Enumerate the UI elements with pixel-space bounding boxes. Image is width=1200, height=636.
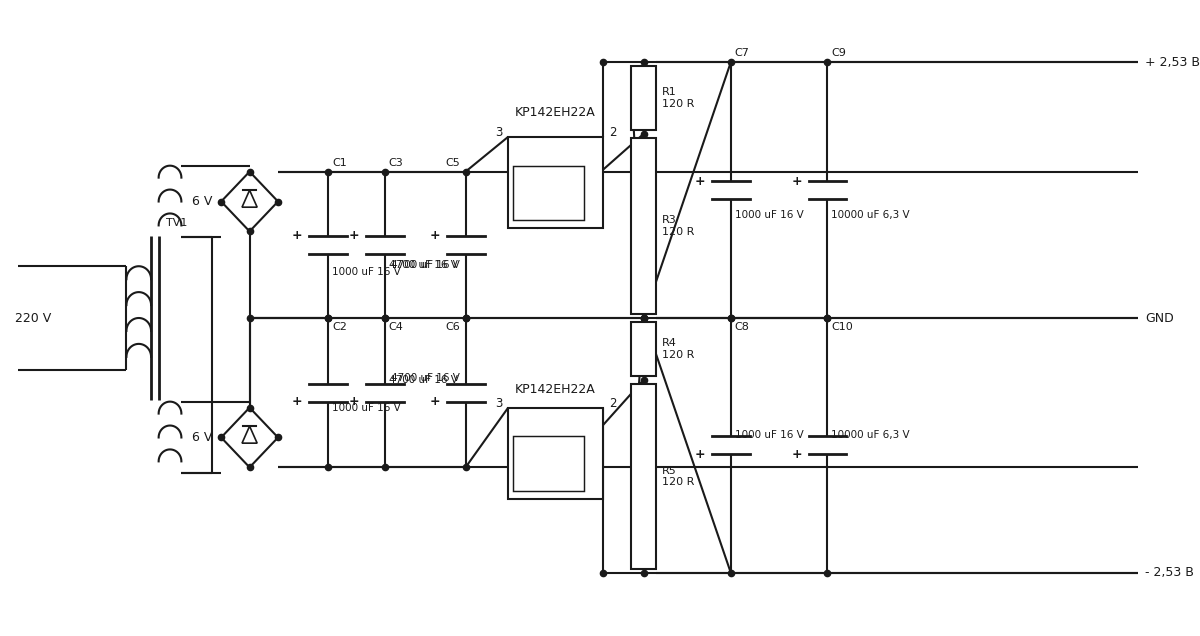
- FancyBboxPatch shape: [512, 165, 584, 221]
- Text: C8: C8: [734, 322, 750, 332]
- Text: 1000 uF 16 V: 1000 uF 16 V: [734, 210, 803, 220]
- FancyBboxPatch shape: [631, 384, 656, 569]
- Text: 4700 uF 16 V: 4700 uF 16 V: [389, 259, 457, 270]
- Text: 4700 uF 16 V: 4700 uF 16 V: [389, 375, 457, 385]
- FancyBboxPatch shape: [512, 436, 584, 491]
- Text: C3: C3: [389, 158, 403, 168]
- Text: +: +: [292, 395, 302, 408]
- Text: +: +: [695, 175, 706, 188]
- Text: 4700 uF 16 V: 4700 uF 16 V: [391, 259, 460, 270]
- Text: C4: C4: [389, 322, 403, 332]
- FancyBboxPatch shape: [631, 322, 656, 376]
- Text: C9: C9: [832, 48, 846, 58]
- Text: R5
120 R: R5 120 R: [661, 466, 694, 487]
- Text: KP142EH22A: KP142EH22A: [515, 106, 596, 119]
- Text: TV1: TV1: [167, 218, 187, 228]
- Text: +: +: [791, 448, 802, 461]
- Text: R1
120 R: R1 120 R: [661, 87, 694, 109]
- Text: 2: 2: [608, 397, 616, 410]
- Text: R3
120 R: R3 120 R: [661, 215, 694, 237]
- Text: 3: 3: [496, 127, 503, 139]
- Text: - 2,53 B: - 2,53 B: [1145, 567, 1194, 579]
- Text: R4
120 R: R4 120 R: [661, 338, 694, 360]
- Text: C2: C2: [332, 322, 347, 332]
- Text: 3: 3: [496, 397, 503, 410]
- Text: +: +: [695, 448, 706, 461]
- Text: +: +: [349, 230, 360, 242]
- Text: C10: C10: [832, 322, 853, 332]
- Text: 6 V: 6 V: [192, 431, 212, 444]
- Text: 6 V: 6 V: [192, 195, 212, 208]
- Text: 1000 uF 16 V: 1000 uF 16 V: [332, 403, 401, 413]
- Text: 2: 2: [608, 127, 616, 139]
- Text: +: +: [430, 230, 440, 242]
- Text: 1000 uF 16 V: 1000 uF 16 V: [734, 431, 803, 441]
- Text: KP142EH22A: KP142EH22A: [515, 383, 596, 396]
- FancyBboxPatch shape: [509, 137, 602, 228]
- Text: 1000 uF 16 V: 1000 uF 16 V: [332, 266, 401, 277]
- Text: 1: 1: [517, 207, 526, 220]
- Text: 1: 1: [517, 478, 526, 491]
- Text: 10000 uF 6,3 V: 10000 uF 6,3 V: [832, 210, 910, 220]
- Text: 220 V: 220 V: [14, 312, 50, 324]
- Text: GND: GND: [1145, 312, 1174, 324]
- Text: +: +: [292, 230, 302, 242]
- FancyBboxPatch shape: [631, 66, 656, 130]
- Text: +: +: [430, 395, 440, 408]
- Text: C6: C6: [445, 322, 460, 332]
- Text: + 2,53 B: + 2,53 B: [1145, 55, 1200, 69]
- FancyBboxPatch shape: [631, 138, 656, 314]
- Text: C5: C5: [445, 158, 460, 168]
- Text: C1: C1: [332, 158, 347, 168]
- Text: C7: C7: [734, 48, 750, 58]
- FancyBboxPatch shape: [509, 408, 602, 499]
- Text: 10000 uF 6,3 V: 10000 uF 6,3 V: [832, 431, 910, 441]
- Text: +: +: [791, 175, 802, 188]
- Text: +: +: [349, 395, 360, 408]
- Text: 4700 uF 16 V: 4700 uF 16 V: [391, 373, 460, 383]
